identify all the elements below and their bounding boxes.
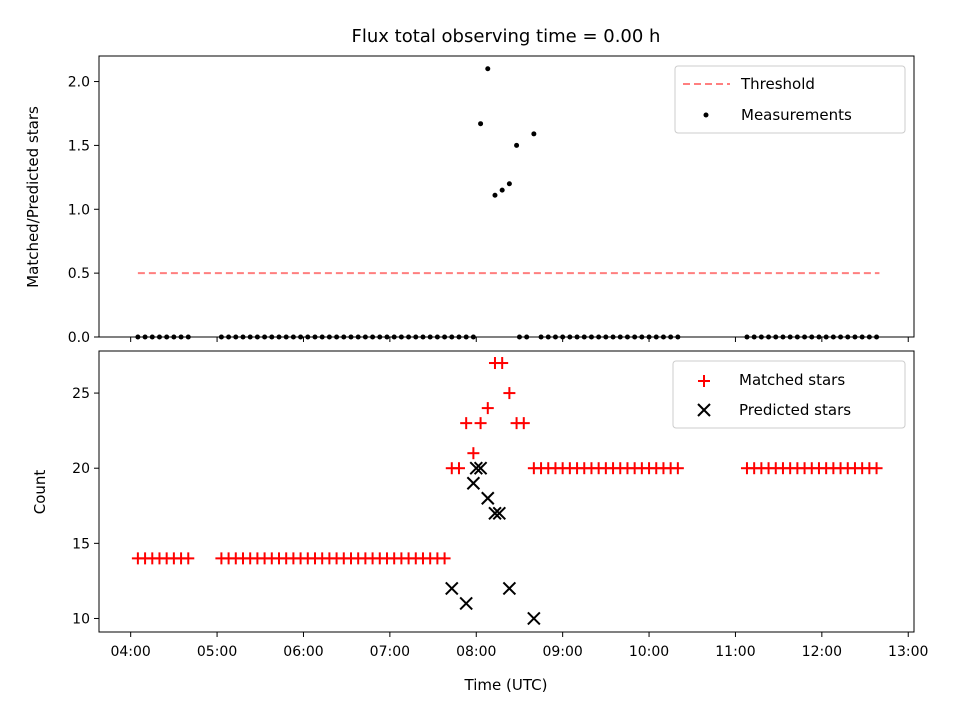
predicted-stars-point-b xyxy=(466,476,481,490)
measurement-point xyxy=(506,181,512,187)
y-tick-label: 25 xyxy=(72,386,90,402)
predicted-stars-point xyxy=(473,461,488,475)
matched-stars-point xyxy=(503,387,516,400)
y-tick-label: 10 xyxy=(72,611,90,627)
predicted-stars-point-b xyxy=(527,611,541,626)
x-tick-label: 06:00 xyxy=(283,644,323,660)
top-panel-marks xyxy=(135,66,880,340)
legend-measurements-label: Measurements xyxy=(741,106,852,124)
top-panel: 0.00.51.01.52.0 Matched/Predicted stars … xyxy=(24,55,915,346)
x-axis-label: Time (UTC) xyxy=(464,676,548,694)
x-tick-label: 04:00 xyxy=(110,644,150,660)
predicted-stars-point-b xyxy=(488,506,502,520)
x-tick-label: 10:00 xyxy=(629,644,669,660)
y-tick-label: 1.0 xyxy=(68,202,90,218)
legend-matched-swatch xyxy=(698,375,710,387)
y-tick-label: 0.0 xyxy=(68,330,90,346)
predicted-stars-point xyxy=(466,476,481,490)
predicted-stars-point xyxy=(502,581,517,596)
measurement-point xyxy=(514,142,520,148)
chart-title: Flux total observing time = 0.00 h xyxy=(352,26,661,47)
measurement-point xyxy=(499,187,505,193)
matched-stars-point xyxy=(438,552,451,565)
x-tick-label: 05:00 xyxy=(197,644,237,660)
bottom-panel-legend: Matched stars Predicted stars xyxy=(672,360,906,429)
x-tick-label: 11:00 xyxy=(715,644,755,660)
legend-threshold-label: Threshold xyxy=(740,75,815,93)
top-panel-y-label: Matched/Predicted stars xyxy=(24,106,42,288)
predicted-stars-point xyxy=(527,611,541,626)
predicted-stars-point-b xyxy=(492,506,507,520)
predicted-stars-point xyxy=(481,491,495,505)
y-tick-label: 2.0 xyxy=(68,75,90,91)
measurement-point xyxy=(485,66,491,72)
matched-stars-point xyxy=(870,462,883,475)
y-tick-label: 15 xyxy=(72,536,90,552)
matched-stars-point xyxy=(517,417,530,430)
x-tick-label: 12:00 xyxy=(802,644,842,660)
bottom-panel-marks xyxy=(131,357,883,626)
predicted-stars-point xyxy=(459,596,473,611)
y-tick-label: 0.5 xyxy=(68,266,90,282)
matched-stars-point xyxy=(467,447,480,460)
bottom-legend-box xyxy=(672,360,906,429)
measurement-point xyxy=(492,192,498,198)
top-panel-y-ticks: 0.0 0.5 1.0 1.5 2.0 xyxy=(68,75,99,346)
x-tick-label: 07:00 xyxy=(370,644,410,660)
bottom-panel-x-ticks: 04:00 05:00 06:00 07:00 08:00 09:00 10:00 11:00… xyxy=(110,632,928,660)
measurement-point xyxy=(531,131,537,137)
matched-stars-point xyxy=(474,417,487,430)
predicted-stars-point-b xyxy=(502,581,517,596)
predicted-stars-point xyxy=(488,506,502,520)
y-tick-label: 1.5 xyxy=(68,138,90,154)
bottom-panel-frame xyxy=(98,350,915,633)
matched-stars-point xyxy=(182,552,195,565)
x-tick-label: 08:00 xyxy=(456,644,496,660)
predicted-stars-point xyxy=(445,581,459,596)
legend-measurements-swatch xyxy=(703,112,709,118)
matched-stars-point xyxy=(460,417,473,430)
matched-stars-point xyxy=(671,462,684,475)
predicted-stars-point-b xyxy=(473,461,488,475)
predicted-stars-point-b xyxy=(469,461,483,475)
top-panel-x-ticks xyxy=(130,337,909,342)
predicted-stars-point-b xyxy=(459,596,473,611)
top-legend-box xyxy=(674,65,906,134)
x-tick-label: 13:00 xyxy=(888,644,928,660)
legend-predicted-label: Predicted stars xyxy=(739,401,851,419)
predicted-stars-point-b xyxy=(445,581,459,596)
top-panel-frame xyxy=(98,55,915,338)
bottom-panel-y-ticks: 10 15 20 25 xyxy=(72,386,99,627)
top-panel-legend: Threshold Measurements xyxy=(674,65,906,134)
matched-stars-point xyxy=(496,357,509,370)
matched-stars-point xyxy=(481,402,494,415)
legend-matched-label: Matched stars xyxy=(739,371,845,389)
legend-predicted-swatch xyxy=(697,403,711,417)
predicted-stars-point xyxy=(469,461,483,475)
y-tick-label: 20 xyxy=(72,461,90,477)
bottom-panel: 10 15 20 25 04:00 05:00 06:00 07:00 08:00 09:00 1… xyxy=(31,350,928,694)
measurement-point xyxy=(478,121,484,127)
bottom-panel-y-label: Count xyxy=(31,470,49,515)
x-tick-label: 09:00 xyxy=(542,644,582,660)
predicted-stars-point-b xyxy=(481,491,495,505)
predicted-stars-point xyxy=(492,506,507,520)
matched-stars-point xyxy=(452,462,465,475)
